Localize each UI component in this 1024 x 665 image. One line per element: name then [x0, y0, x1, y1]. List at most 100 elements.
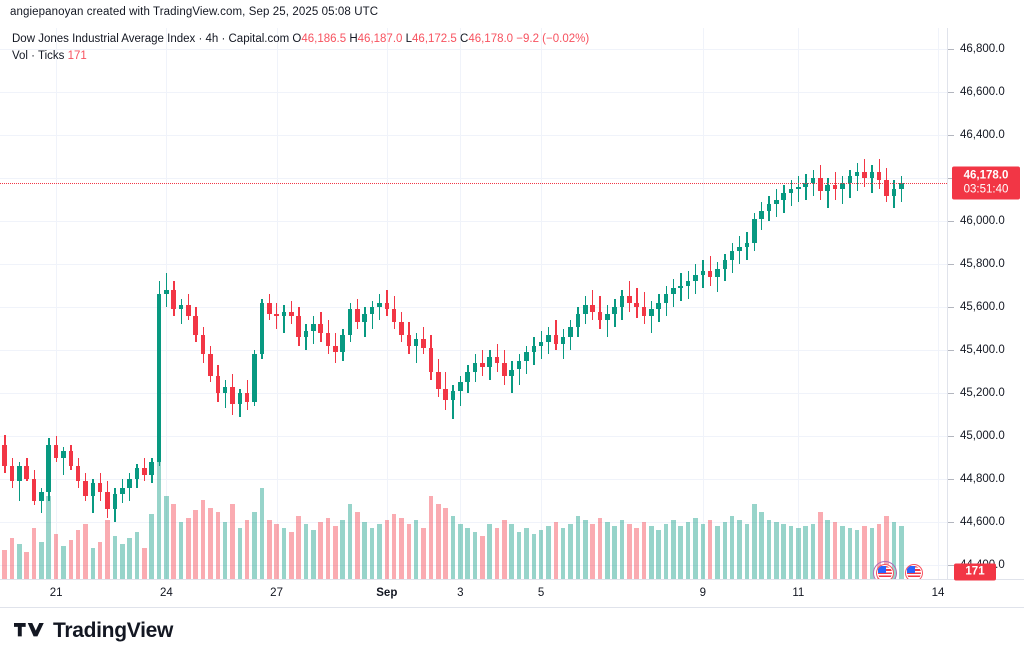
time-axis-tick: 24	[159, 587, 173, 599]
candle-body	[707, 270, 713, 278]
volume-bar	[759, 511, 764, 579]
symbol-title[interactable]: Dow Jones Industrial Average Index · 4h …	[12, 33, 290, 45]
volume-bar	[884, 515, 889, 579]
volume-bar	[406, 523, 412, 579]
candle-body	[274, 313, 279, 316]
high-value: 46,187.0	[357, 33, 403, 45]
volume-bar	[774, 521, 779, 579]
volume-bar	[443, 507, 448, 579]
volume-bar	[274, 523, 279, 579]
candle-wick	[276, 302, 278, 329]
candle-body	[443, 388, 448, 400]
vertical-gridline	[277, 28, 278, 579]
tradingview-branding: TradingView	[14, 620, 173, 641]
price-axis-tick: 46,000.0	[948, 215, 1024, 227]
candle-body	[487, 356, 492, 368]
volume-bar	[663, 523, 669, 579]
candle-body	[810, 178, 816, 183]
time-axis[interactable]: 212427Sep359111417192325	[0, 580, 948, 608]
volume-bar	[252, 511, 257, 579]
candle-body	[656, 302, 661, 310]
volume-bar	[575, 515, 581, 579]
candle-body	[112, 494, 118, 510]
volume-bar	[119, 543, 125, 579]
volume-bar	[325, 517, 331, 579]
close-key: C	[460, 33, 469, 45]
candle-body	[421, 339, 426, 349]
candle-body	[832, 184, 838, 190]
volume-bar	[840, 525, 845, 579]
vertical-gridline	[541, 28, 542, 579]
candle-body	[729, 251, 735, 260]
volume-bar	[751, 503, 757, 579]
volume-bar	[832, 521, 838, 579]
volume-bar	[685, 521, 691, 579]
candle-wick	[827, 178, 829, 209]
tradingview-wordmark: TradingView	[53, 619, 174, 642]
candle-body	[480, 363, 485, 368]
volume-bar	[766, 519, 772, 579]
volume-bar	[568, 523, 573, 579]
candle-body	[303, 330, 309, 338]
volume-bar	[156, 459, 162, 579]
volume-bar	[362, 521, 368, 579]
candle-body	[781, 193, 786, 200]
candle-body	[818, 178, 823, 192]
current-price-value: 46,178.0	[963, 169, 1009, 182]
economic-event-flag-icon[interactable]	[905, 564, 924, 579]
volume-bar	[480, 535, 485, 579]
chart-legend: Dow Jones Industrial Average Index · 4h …	[12, 32, 589, 64]
volume-bar	[590, 523, 595, 579]
candle-body	[847, 176, 853, 183]
candle-body	[362, 313, 368, 323]
candle-wick	[378, 294, 381, 321]
candle-body	[215, 375, 221, 394]
candle-body	[186, 305, 191, 316]
chart-pane[interactable]	[0, 28, 948, 580]
candle-body	[516, 360, 522, 370]
volume-bar	[347, 503, 353, 579]
volume-bar	[619, 519, 625, 579]
volume-bar	[17, 543, 22, 579]
price-axis[interactable]: 46,178.0 03:51:40 171 46,800.0 46,600.0 46…	[948, 28, 1024, 581]
open-key: O	[292, 33, 302, 45]
candle-body	[751, 219, 757, 243]
volume-bar	[788, 525, 794, 579]
volume-indicator-label[interactable]: Vol · Ticks	[12, 50, 65, 62]
legend-primary-row: Dow Jones Industrial Average Index · 4h …	[12, 32, 589, 47]
candle-body	[384, 302, 390, 310]
volume-bar	[164, 495, 169, 579]
candle-body	[318, 324, 323, 333]
candle-body	[803, 182, 808, 187]
time-axis-tick: 11	[792, 587, 805, 599]
volume-bar	[737, 519, 742, 579]
volume-bar	[9, 537, 15, 579]
volume-bar	[134, 531, 140, 579]
volume-bar	[803, 525, 808, 579]
candle-wick	[386, 290, 388, 316]
candle-body	[200, 335, 206, 355]
volume-bar	[553, 521, 559, 579]
volume-bar	[612, 525, 617, 579]
candle-body	[46, 444, 52, 492]
horizontal-gridline	[0, 221, 947, 223]
time-axis-tick: Sep	[376, 587, 398, 599]
volume-value-tag: 171	[954, 563, 996, 581]
volume-bar	[458, 523, 463, 579]
economic-event-flag-icon[interactable]	[875, 564, 894, 579]
volume-bar	[369, 527, 375, 579]
volume-bar	[2, 549, 7, 579]
candle-body	[296, 315, 301, 338]
candle-body	[693, 275, 698, 282]
volume-bar	[186, 517, 191, 579]
candle-body	[171, 290, 176, 310]
candle-body	[61, 451, 66, 458]
candle-wick	[40, 487, 43, 514]
current-price-line	[0, 183, 947, 185]
volume-bar	[494, 527, 500, 579]
volume-bar	[825, 519, 830, 579]
candle-wick	[459, 375, 462, 407]
candle-body	[590, 305, 595, 312]
candle-body	[142, 468, 147, 475]
candle-body	[582, 305, 588, 314]
